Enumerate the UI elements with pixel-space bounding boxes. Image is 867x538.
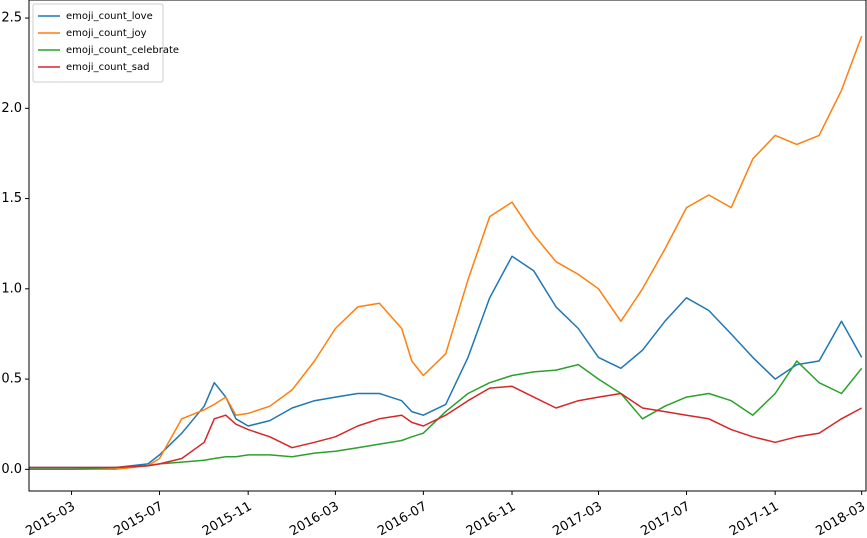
series-line-emoji_count_joy xyxy=(29,35,863,471)
legend-label: emoji_count_love xyxy=(66,11,153,22)
x-tick-label: 2017-03 xyxy=(550,499,605,538)
plot-frame xyxy=(28,0,867,492)
x-tick-label: 2015-07 xyxy=(111,499,166,538)
y-tick-label: 1.0 xyxy=(1,281,22,296)
legend-box xyxy=(32,3,164,83)
x-tick-label: 2016-07 xyxy=(375,499,430,538)
x-tick-label: 2018-03 xyxy=(814,499,867,538)
y-tick-label: 2.5 xyxy=(1,11,22,26)
plot-background xyxy=(29,0,866,491)
series-layer xyxy=(29,35,863,471)
series-line-emoji_count_celebrate xyxy=(29,360,863,471)
x-tick-label: 2017-11 xyxy=(727,499,782,538)
series-line-emoji_count_sad xyxy=(29,385,863,469)
y-tick-label: 0.0 xyxy=(1,462,22,477)
legend: emoji_count_love emoji_count_joy emoji_cou… xyxy=(32,3,179,83)
legend-label: emoji_count_sad xyxy=(66,62,149,73)
legend-label: emoji_count_celebrate xyxy=(66,45,179,56)
x-tick-label: 2017-07 xyxy=(638,499,693,538)
y-tick-label: 2.0 xyxy=(1,101,22,116)
x-tick-label: 2016-11 xyxy=(464,499,519,538)
y-tick-label: 0.5 xyxy=(1,372,22,387)
series-line-emoji_count_love xyxy=(29,255,863,469)
legend-label: emoji_count_joy xyxy=(66,28,147,39)
x-tick-label: 2015-03 xyxy=(23,499,78,538)
x-tick-label: 2016-03 xyxy=(287,499,342,538)
y-tick-label: 1.5 xyxy=(1,191,22,206)
x-tick-label: 2015-11 xyxy=(200,499,255,538)
